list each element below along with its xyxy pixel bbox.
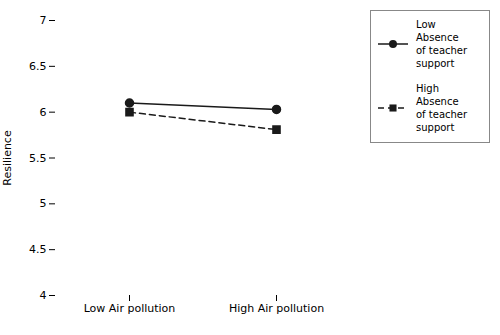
svg-text:High Air pollution: High Air pollution <box>229 302 324 315</box>
svg-text:7: 7 <box>40 14 47 27</box>
svg-text:6: 6 <box>40 106 47 119</box>
svg-text:4: 4 <box>40 289 47 302</box>
svg-text:Resilience: Resilience <box>1 130 14 186</box>
svg-text:6.5: 6.5 <box>29 60 47 73</box>
svg-text:5: 5 <box>40 197 47 210</box>
svg-text:5.5: 5.5 <box>29 152 47 165</box>
svg-text:HighAbsenceof teachersupport: HighAbsenceof teachersupport <box>416 83 468 133</box>
svg-text:Low Air pollution: Low Air pollution <box>84 302 176 315</box>
svg-text:4.5: 4.5 <box>29 243 47 256</box>
svg-text:LowAbsenceof teachersupport: LowAbsenceof teachersupport <box>416 19 468 69</box>
